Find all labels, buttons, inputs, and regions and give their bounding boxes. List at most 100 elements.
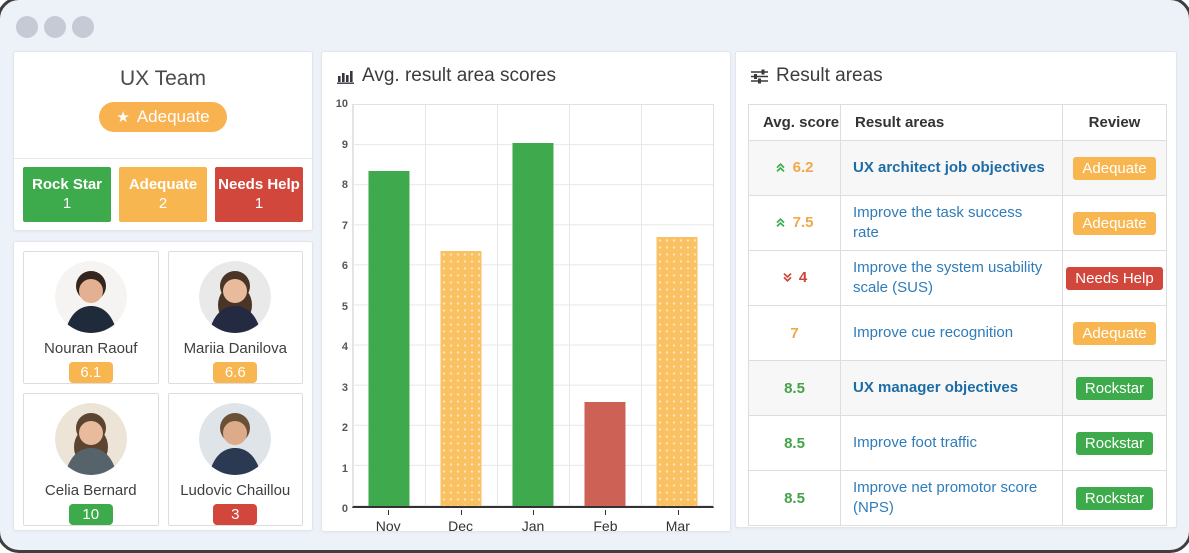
table-header-row: Avg. score Result areas Review [748, 104, 1167, 141]
team-rating-badge: ★ Adequate [99, 102, 227, 132]
review-badge: Rockstar [1075, 431, 1154, 455]
review-badge: Needs Help [1066, 266, 1163, 290]
review-cell: Adequate [1062, 140, 1167, 196]
header-avg-score: Avg. score [748, 104, 841, 141]
review-cell: Rockstar [1062, 470, 1167, 526]
header-result-areas: Result areas [840, 104, 1063, 141]
result-area-link[interactable]: UX manager objectives [840, 360, 1063, 416]
header-review: Review [1062, 104, 1167, 141]
result-area-link[interactable]: Improve the system usability scale (SUS) [840, 250, 1063, 306]
table-row: 8.5 UX manager objectives Rockstar [748, 360, 1167, 416]
star-icon: ★ [116, 108, 130, 126]
stat-count: 1 [62, 194, 72, 212]
member-card[interactable]: Nouran Raouf 6.1 [23, 251, 159, 384]
window-dot-3[interactable] [72, 16, 94, 38]
table-row: 8.5 Improve foot traffic Rockstar [748, 415, 1167, 471]
avg-score-cell: 4 [748, 250, 841, 306]
stat-rock-star: Rock Star 1 [23, 167, 111, 222]
member-name: Nouran Raouf [44, 340, 138, 357]
window-dot-1[interactable] [16, 16, 38, 38]
bar-mar[interactable] [656, 237, 698, 506]
avg-score-cell: 8.5 [748, 360, 841, 416]
review-cell: Adequate [1062, 305, 1167, 361]
avg-score-value: 7.5 [792, 214, 814, 231]
result-areas-title: Result areas [736, 52, 1176, 87]
member-name: Celia Bernard [44, 482, 137, 499]
chart-x-axis: Nov Dec Jan Feb Mar [352, 510, 714, 534]
bar-nov[interactable] [368, 171, 410, 506]
result-area-link[interactable]: Improve foot traffic [840, 415, 1063, 471]
review-cell: Rockstar [1062, 360, 1167, 416]
table-row: 4 Improve the system usability scale (SU… [748, 250, 1167, 306]
result-area-link[interactable]: Improve cue recognition [840, 305, 1063, 361]
team-title: UX Team [120, 67, 206, 90]
avg-score-cell: 8.5 [748, 415, 841, 471]
table-row: 7 Improve cue recognition Adequate [748, 305, 1167, 361]
member-avatar [54, 403, 127, 475]
trend-up-icon [775, 160, 786, 177]
avg-score-cell: 7.5 [748, 195, 841, 251]
table-row: 6.2 UX architect job objectives Adequate [748, 140, 1167, 196]
stat-label: Adequate [128, 175, 198, 193]
member-card[interactable]: Ludovic Chaillou 3 [167, 393, 303, 526]
result-area-link[interactable]: Improve the task success rate [840, 195, 1063, 251]
member-avatar [199, 261, 272, 333]
result-area-link[interactable]: UX architect job objectives [840, 140, 1063, 196]
member-score-badge: 6.1 [68, 362, 113, 383]
result-areas-panel: Result areas Avg. score Result areas Rev… [735, 51, 1177, 528]
review-cell: Rockstar [1062, 415, 1167, 471]
member-card[interactable]: Mariia Danilova 6.6 [167, 251, 303, 384]
team-rating-label: Adequate [136, 107, 210, 126]
review-badge: Adequate [1073, 211, 1156, 235]
avg-score-value: 6.2 [792, 159, 814, 176]
review-badge: Rockstar [1075, 376, 1154, 400]
stat-label: Needs Help [218, 175, 300, 193]
team-header: UX Team ★ Adequate [14, 52, 312, 159]
member-score-badge: 10 [68, 504, 113, 525]
result-area-link[interactable]: Improve net promotor score (NPS) [840, 470, 1063, 526]
chart-title-text: Avg. result area scores [362, 65, 556, 86]
avg-score-value: 4 [798, 269, 808, 286]
sliders-icon [751, 69, 768, 83]
bar-chart-icon [337, 71, 354, 84]
avg-score-value: 8.5 [784, 434, 805, 452]
avg-score-value: 7 [790, 324, 799, 342]
review-badge: Adequate [1073, 321, 1156, 345]
stat-count: 1 [254, 194, 264, 212]
stat-needs-help: Needs Help 1 [215, 167, 303, 222]
review-badge: Adequate [1073, 156, 1156, 180]
member-score-badge: 3 [213, 504, 258, 525]
member-avatar [54, 261, 127, 333]
chart-panel-title: Avg. result area scores [322, 52, 730, 87]
team-stats-row: Rock Star 1 Adequate 2 Needs Help 1 [14, 159, 312, 230]
avg-score-value: 8.5 [784, 489, 805, 507]
team-summary-card: UX Team ★ Adequate Rock Star 1 Adequate … [13, 51, 313, 231]
avg-score-cell: 8.5 [748, 470, 841, 526]
stat-count: 2 [158, 194, 168, 212]
trend-up-icon [775, 215, 786, 232]
table-row: 8.5 Improve net promotor score (NPS) Roc… [748, 470, 1167, 526]
bar-feb[interactable] [584, 401, 626, 506]
table-row: 7.5 Improve the task success rate Adequa… [748, 195, 1167, 251]
team-members-card: Nouran Raouf 6.1 Mariia Danilova 6.6 [13, 241, 313, 531]
avg-score-cell: 6.2 [748, 140, 841, 196]
avg-score-cell: 7 [748, 305, 841, 361]
review-badge: Rockstar [1075, 486, 1154, 510]
window-controls [16, 16, 97, 38]
member-name: Mariia Danilova [183, 340, 287, 357]
member-score-badge: 6.6 [213, 362, 258, 383]
avg-score-value: 8.5 [784, 379, 805, 397]
member-card[interactable]: Celia Bernard 10 [23, 393, 159, 526]
members-grid: Nouran Raouf 6.1 Mariia Danilova 6.6 [23, 251, 303, 526]
review-cell: Needs Help [1062, 250, 1167, 306]
stat-adequate: Adequate 2 [119, 167, 207, 222]
review-cell: Adequate [1062, 195, 1167, 251]
bar-jan[interactable] [512, 143, 554, 506]
bar-dec[interactable] [440, 251, 482, 506]
window-dot-2[interactable] [44, 16, 66, 38]
result-areas-title-text: Result areas [776, 65, 883, 86]
stat-label: Rock Star [31, 175, 103, 193]
